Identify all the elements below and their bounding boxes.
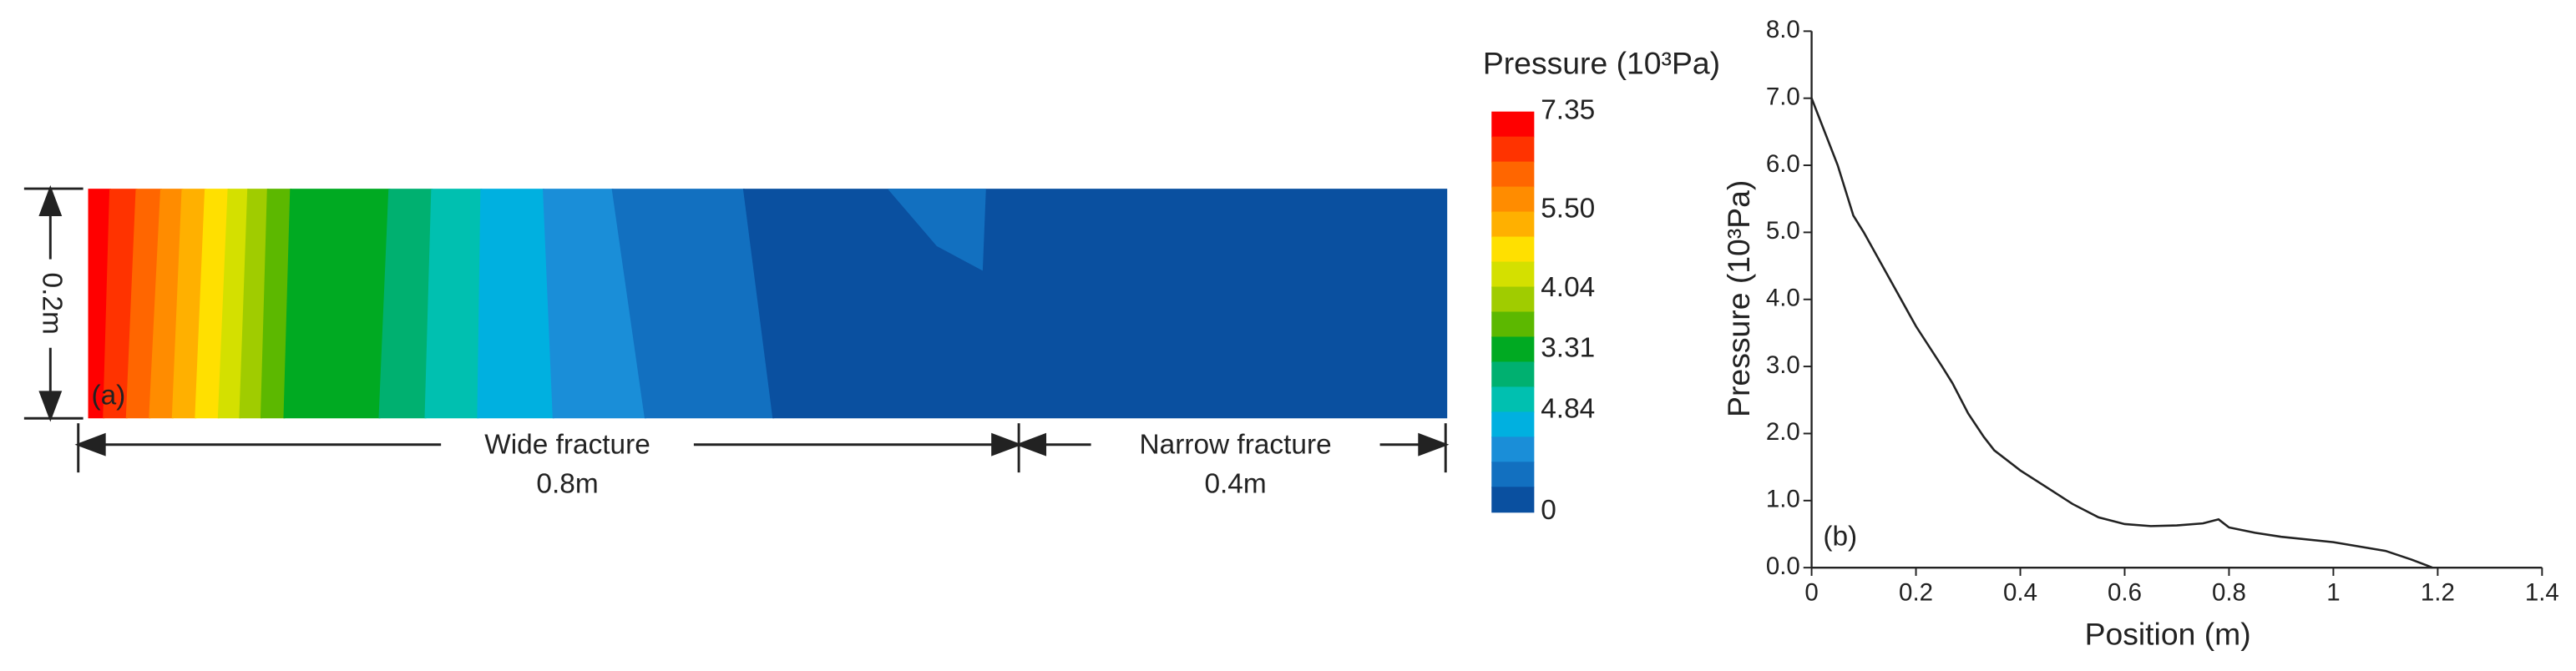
field-band — [742, 189, 1448, 419]
pressure-field — [88, 189, 1448, 419]
colorbar-band — [1491, 211, 1535, 238]
colorbar-label: 5.50 — [1541, 193, 1595, 224]
pressure-line — [1810, 98, 2433, 569]
colorbar-label: 3.31 — [1541, 333, 1595, 364]
colorbar-band — [1491, 436, 1535, 463]
colorbar: 7.35 5.50 4.04 3.31 4.84 0 — [1491, 95, 1595, 526]
field-band — [611, 189, 775, 419]
colorbar-title: Pressure (10³Pa) — [1483, 45, 1720, 80]
colorbar-band — [1491, 111, 1535, 138]
colorbar-band — [1491, 361, 1535, 388]
wide-label: Wide fracture — [484, 430, 650, 461]
x-tick-label: 0.8 — [2212, 578, 2246, 606]
panel-label: (b) — [1823, 522, 1857, 552]
y-tick-label: 2.0 — [1766, 418, 1800, 446]
y-tick-label: 6.0 — [1766, 150, 1800, 178]
colorbar-band — [1491, 311, 1535, 338]
y-tick-label: 5.0 — [1766, 217, 1800, 245]
colorbar-band — [1491, 236, 1535, 263]
field-band — [424, 189, 483, 419]
y-tick-label: 0.0 — [1766, 552, 1800, 580]
colorbar-label: 4.04 — [1541, 272, 1595, 303]
x-tick-label: 0 — [1804, 578, 1818, 606]
x-tick-label: 0.4 — [2003, 578, 2037, 606]
dimension-lines — [23, 184, 1450, 473]
colorbar-band — [1491, 411, 1535, 438]
colorbar-label: 0 — [1541, 495, 1556, 526]
y-tick-label: 7.0 — [1766, 83, 1800, 110]
narrow-length: 0.4m — [1204, 469, 1266, 500]
colorbar-band — [1491, 336, 1535, 363]
x-tick-label: 1 — [2326, 578, 2340, 606]
colorbar-band — [1491, 386, 1535, 413]
colorbar-band — [1491, 161, 1535, 188]
narrow-label: Narrow fracture — [1139, 430, 1331, 461]
colorbar-label: 7.35 — [1541, 95, 1595, 126]
y-tick-label: 4.0 — [1766, 285, 1800, 312]
y-axis-label: Pressure (10³Pa) — [1721, 180, 1756, 417]
field-band — [887, 189, 986, 271]
x-tick-label: 1.2 — [2421, 578, 2455, 606]
wide-length: 0.8m — [536, 469, 598, 500]
field-band — [239, 189, 269, 419]
colorbar-band — [1491, 186, 1535, 213]
colorbar-label: 4.84 — [1541, 393, 1595, 424]
height-label: 0.2m — [36, 273, 67, 335]
colorbar-band — [1491, 462, 1535, 488]
y-tick-label: 3.0 — [1766, 351, 1800, 379]
y-tick-label: 8.0 — [1766, 16, 1800, 43]
field-band — [283, 189, 391, 419]
x-tick-label: 0.2 — [1899, 578, 1933, 606]
x-tick-label: 1.4 — [2525, 578, 2559, 606]
colorbar-band — [1491, 136, 1535, 163]
field-band — [477, 189, 554, 419]
field-band — [378, 189, 433, 419]
x-tick-label: 0.6 — [2108, 578, 2142, 606]
colorbar-band — [1491, 261, 1535, 288]
line-chart: 0.0 1.0 2.0 3.0 4.0 5.0 6.0 7.0 8.0 0 0.2 0.4 0.6 0.8… — [1766, 16, 2559, 606]
panel-label: (a) — [91, 381, 125, 411]
x-axis-label: Position (m) — [2085, 617, 2251, 652]
colorbar-band — [1491, 286, 1535, 313]
field-band — [260, 189, 292, 419]
colorbar-band — [1491, 487, 1535, 513]
field-band — [217, 189, 250, 419]
y-tick-label: 1.0 — [1766, 486, 1800, 513]
